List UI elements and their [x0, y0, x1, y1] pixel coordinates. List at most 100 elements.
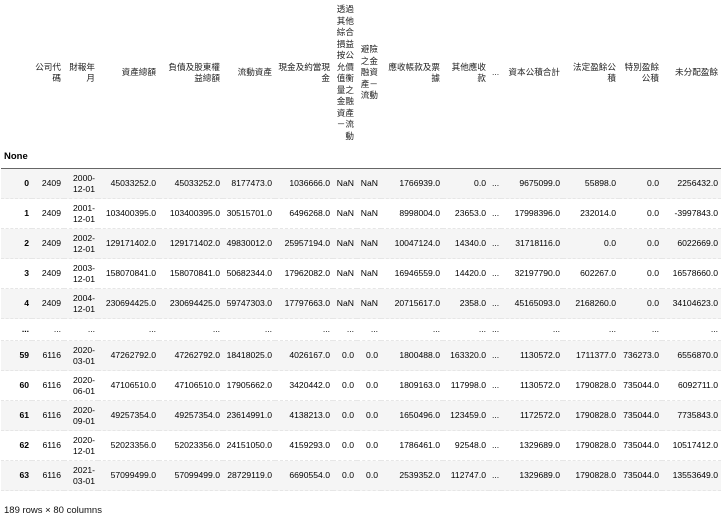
table-cell: 6116: [42, 379, 61, 390]
table-cell: 158070841.0: [169, 267, 220, 278]
table-cell: 2020-12-01: [73, 434, 95, 456]
table-cell: 4138213.0: [289, 409, 330, 420]
table-cell: 1130572.0: [520, 379, 560, 390]
table-cell: 2020-09-01: [73, 404, 95, 426]
table-cell: 49257354.0: [174, 409, 220, 420]
table-cell: ...: [552, 323, 560, 334]
column-header: 法定盈餘公積: [573, 61, 616, 84]
table-cell: 50682344.0: [226, 267, 272, 278]
index-name: None: [4, 151, 28, 163]
table-cell: ...: [492, 207, 500, 218]
table-cell: 2539352.0: [399, 469, 440, 480]
table-cell: ...: [492, 469, 500, 480]
table-cell: 2020-06-01: [73, 374, 95, 396]
table-cell: 163320.0: [450, 349, 486, 360]
table-cell: 0.0: [474, 177, 486, 188]
table-cell: 2409: [41, 267, 61, 278]
table-cell: 0.0: [647, 177, 659, 188]
table-cell: 2004-12-01: [73, 292, 95, 314]
table-cell: 735044.0: [623, 409, 659, 420]
table-cell: 6092711.0: [678, 379, 718, 390]
table-cell: 1766939.0: [399, 177, 440, 188]
table-cell: 0.0: [342, 379, 354, 390]
table-cell: 47262792.0: [110, 349, 156, 360]
table-cell: 0.0: [647, 297, 659, 308]
table-cell: 2003-12-01: [73, 262, 95, 284]
table-cell: 32197790.0: [514, 267, 560, 278]
column-header: 公司代碼: [35, 61, 61, 84]
table-body: 0 2409 2000-12-01 45033252.0 45033252.0 81774…: [1, 168, 721, 491]
table-cell: 17962082.0: [284, 267, 330, 278]
table-cell: 13553649.0: [672, 469, 718, 480]
table-cell: 34104623.0: [672, 297, 718, 308]
table-cell: 6116: [42, 409, 61, 420]
table-cell: NaN: [336, 207, 354, 218]
table-cell: 59747303.0: [226, 297, 272, 308]
table-row: 3 2409 2003-12-01 158070841.0 158070841.0 506…: [1, 259, 721, 289]
table-cell: 735044.0: [623, 439, 659, 450]
table-cell: ...: [478, 323, 486, 334]
table-cell: 1172572.0: [520, 409, 560, 420]
column-header: 未分配盈餘: [675, 67, 718, 78]
table-cell: 158070841.0: [105, 267, 156, 278]
column-header: 資產總額: [121, 67, 156, 78]
column-header: 避險之金融資產－流動: [360, 44, 378, 101]
table-cell: 2020-03-01: [73, 344, 95, 366]
table-cell: 2256432.0: [677, 177, 718, 188]
table-cell: ...: [492, 323, 500, 334]
table-cell: 3420442.0: [289, 379, 330, 390]
row-index: 2: [24, 237, 29, 248]
table-row: 63 6116 2021-03-01 57099499.0 57099499.0 2872…: [1, 460, 721, 491]
table-cell: 0.0: [366, 409, 378, 420]
table-cell: ...: [710, 323, 718, 334]
column-header: 流動資產: [237, 67, 272, 78]
table-cell: 129171402.0: [169, 237, 220, 248]
row-index: 1: [24, 207, 29, 218]
table-cell: ...: [53, 323, 61, 334]
table-cell: NaN: [336, 177, 354, 188]
column-header: 應收帳款及票據: [388, 61, 440, 84]
index-name-row: None: [1, 146, 721, 169]
table-cell: NaN: [360, 237, 378, 248]
table-cell: 23653.0: [454, 207, 486, 218]
table-cell: ...: [651, 323, 659, 334]
table-cell: 0.0: [604, 237, 616, 248]
row-index: 59: [19, 349, 29, 360]
table-cell: 1130572.0: [520, 349, 560, 360]
table-cell: 4159293.0: [289, 439, 330, 450]
table-cell: 2001-12-01: [73, 202, 95, 224]
column-header: 現金及約當現金: [278, 61, 330, 84]
table-cell: 52023356.0: [110, 439, 156, 450]
table-cell: 0.0: [647, 267, 659, 278]
column-header-row: 公司代碼 財報年月 資產總額 負債及股東權益總額 流動資產 現金及約當現金 透過其他綜合損益…: [1, 0, 721, 146]
dataframe-table: 公司代碼 財報年月 資產總額 負債及股東權益總額 流動資產 現金及約當現金 透過其他綜合損益…: [1, 0, 721, 491]
table-cell: 2409: [41, 297, 61, 308]
table-cell: 18418025.0: [226, 349, 272, 360]
table-cell: ...: [492, 349, 500, 360]
table-cell: 230694425.0: [105, 297, 156, 308]
table-cell: 1790828.0: [575, 469, 616, 480]
table-cell: 6496268.0: [289, 207, 330, 218]
table-cell: 47262792.0: [174, 349, 220, 360]
table-cell: 6022669.0: [677, 237, 718, 248]
table-cell: ...: [492, 379, 500, 390]
shape-summary: 189 rows × 80 columns: [4, 505, 102, 516]
table-cell: 45033252.0: [110, 177, 156, 188]
table-cell: 735044.0: [623, 469, 659, 480]
table-cell: 230694425.0: [169, 297, 220, 308]
table-cell: ...: [492, 439, 500, 450]
table-cell: 117998.0: [450, 379, 486, 390]
table-cell: 0.0: [647, 237, 659, 248]
table-cell: 28729119.0: [227, 469, 272, 480]
table-cell: 0.0: [342, 439, 354, 450]
table-cell: ...: [148, 323, 156, 334]
table-cell: 2409: [41, 177, 61, 188]
table-cell: ...: [608, 323, 616, 334]
column-header: 財報年月: [69, 61, 95, 84]
table-cell: ...: [264, 323, 272, 334]
table-cell: 31718116.0: [515, 237, 560, 248]
table-cell: ...: [492, 409, 500, 420]
table-row: 62 6116 2020-12-01 52023356.0 52023356.0 2415…: [1, 431, 721, 461]
table-cell: 103400395.0: [105, 207, 156, 218]
table-cell: 2409: [41, 237, 61, 248]
